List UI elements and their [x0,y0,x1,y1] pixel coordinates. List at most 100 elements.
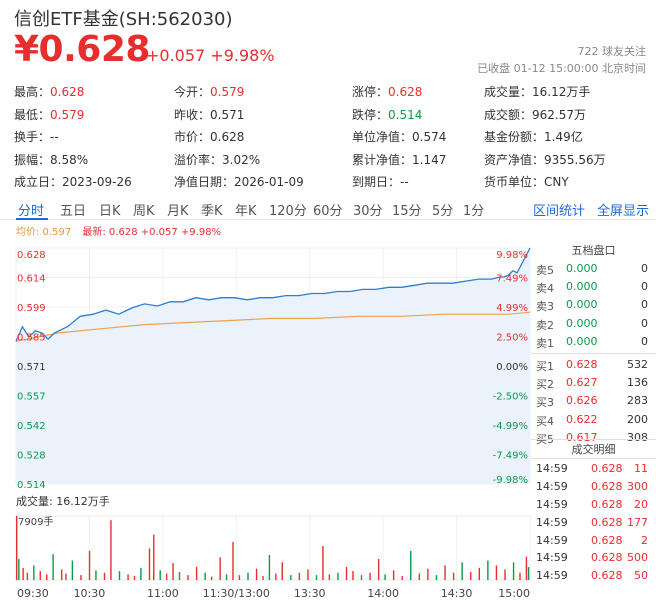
stat-item: 溢价率：3.02% [174,151,260,168]
level-volume: 532 [627,357,648,371]
tab-五日[interactable]: 五日 [60,204,87,219]
level-volume: 308 [627,430,648,444]
range-stats-button[interactable]: 区间统计 [533,204,586,219]
volume-bar [315,575,318,580]
tab-30分[interactable]: 30分 [353,204,383,219]
market-status: 已收盘 01-12 15:00:00 北京时间 [477,62,646,75]
stat-value: -- [50,130,59,144]
fullscreen-button[interactable]: 全屏显示 [597,204,650,219]
volume-bar [307,569,309,580]
tab-年K[interactable]: 年K [235,204,257,219]
trade-price: 0.628 [591,551,623,565]
tab-60分[interactable]: 60分 [313,204,343,219]
tab-周K[interactable]: 周K [133,204,155,219]
trade-price: 0.628 [591,569,623,583]
trades-title: 成交明细 [531,439,656,459]
stat-label: 溢价率： [174,152,223,167]
volume-bar [410,550,412,580]
trade-price: 0.628 [591,497,623,511]
volume-bar [88,550,91,580]
tab-季K[interactable]: 季K [201,204,223,219]
tab-120分[interactable]: 120分 [269,204,307,219]
stat-label: 换手： [14,130,51,144]
trade-time: 14:59 [536,497,568,511]
stat-item: 到期日：-- [352,173,409,190]
stat-label: 成立日： [14,175,63,189]
volume-bar [110,520,112,580]
trade-price: 0.628 [591,462,623,475]
volume-bar [26,572,29,580]
tab-1分[interactable]: 1分 [463,204,485,219]
stat-row: 换手：-- 市价：0.628 单位净值：0.574 基金份额：1.49亿 [14,128,644,151]
tab-5分[interactable]: 5分 [432,204,454,219]
volume-bar [435,575,438,580]
trade-volume: 2 [641,533,648,547]
volume-bar [71,560,74,580]
trade-time: 14:59 [536,462,568,475]
level-volume: 136 [627,376,648,390]
stat-label: 货币单位： [484,175,545,189]
percent-tick: -9.98% [493,475,528,486]
trade-row: 14:59 0.628 177 [531,514,656,532]
stat-value: 16.12万手 [532,85,591,99]
stat-value: 0.579 [210,85,245,99]
sell-level: 卖5 0.000 0 [531,260,656,278]
tab-日K[interactable]: 日K [99,204,121,219]
price-tick: 0.628 [17,250,46,261]
price-tick: 0.614 [17,274,46,285]
price-tick: 0.542 [17,421,46,432]
avg-price-legend: 均价: 0.597 [16,227,72,238]
volume-bar [225,574,228,580]
tab-15分[interactable]: 15分 [392,204,422,219]
volume-bar [345,567,348,580]
volume-bar [95,570,97,580]
stat-value: 0.628 [388,85,423,99]
stat-item: 累计净值：1.147 [352,151,446,168]
sell-level: 卖1 0.000 0 [531,333,656,351]
price-area [15,247,531,484]
volume-bar [153,534,155,580]
price-tick: 0.585 [17,333,46,344]
volume-bar [195,567,198,580]
volume-bar [527,567,530,580]
level-price: 0.000 [566,280,598,294]
time-tick: 09:30 [17,587,49,600]
volume-bar [360,575,363,580]
stat-value: CNY [544,175,569,189]
tab-分时[interactable]: 分时 [18,204,45,219]
level-price: 0.617 [566,430,598,444]
time-tick: 13:30 [294,587,326,600]
stat-value: 1.49亿 [544,130,583,144]
time-tick: 14:00 [367,587,399,600]
buy-level: 买2 0.627 136 [531,374,656,392]
trade-volume: 177 [627,515,648,529]
stat-item: 成交量：16.12万手 [484,83,590,100]
level-price: 0.628 [566,357,598,371]
stat-label: 单位净值： [352,130,413,144]
stat-label: 成交量： [484,85,533,99]
stat-item: 最高：0.628 [14,83,84,100]
buy-level: 买3 0.626 283 [531,392,656,410]
intraday-chart[interactable]: 0.628 0.614 0.599 0.585 0.571 0.557 0.542 0.528… [0,238,531,615]
stat-label: 累计净值： [352,152,413,167]
follower-count[interactable]: 722 球友关注 [577,45,647,58]
volume-bar [427,568,429,580]
volume-bar [525,556,528,580]
volume-bar [80,575,82,580]
trade-list: 14:59 0.628 11 14:59 0.628 300 14:59 0.628 20 14:… [531,460,656,585]
stat-value: 0.574 [412,130,447,144]
volume-bar [65,573,67,580]
sell-level: 卖2 0.000 0 [531,315,656,333]
stat-label: 跌停： [352,107,389,122]
volume-label: 成交量: 16.12万手 [16,495,110,508]
percent-tick: 4.99% [496,303,528,314]
price-tick: 0.571 [17,362,46,373]
level-volume: 0 [641,316,648,330]
stat-label: 净值日期： [174,175,235,189]
trade-time: 14:59 [536,515,568,529]
stats-table: 最高：0.628 今开：0.579 涨停：0.628 成交量：16.12万手 最低：0.… [14,83,644,196]
tab-月K[interactable]: 月K [167,204,189,219]
buy-level: 买1 0.628 532 [531,356,656,374]
level-price: 0.000 [566,262,598,275]
trade-time: 14:59 [536,551,568,565]
